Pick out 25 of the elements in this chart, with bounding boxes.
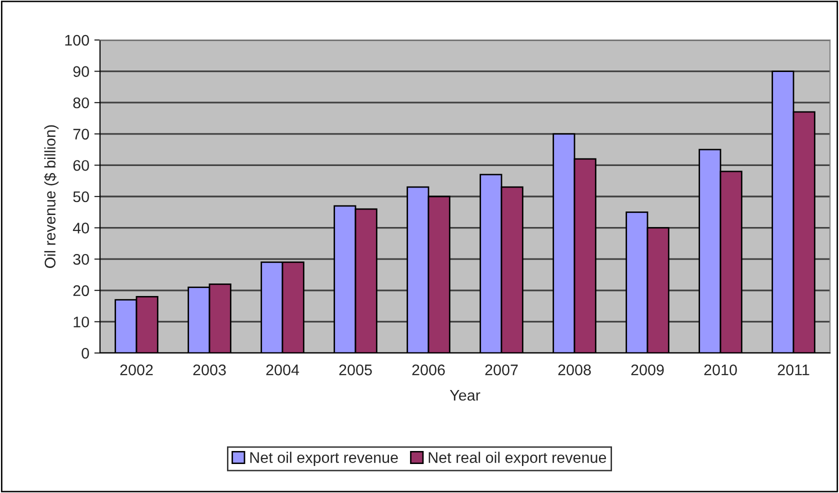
y-tick-label: 100 — [65, 34, 89, 46]
x-axis-title: Year — [450, 390, 480, 401]
x-tick-label: 2003 — [193, 364, 226, 376]
x-tick-label: 2008 — [558, 364, 591, 376]
y-tick-label: 40 — [72, 222, 89, 234]
y-tick-label: 0 — [82, 348, 89, 359]
y-tick-label: 20 — [73, 285, 89, 296]
x-tick-label: 2010 — [704, 364, 737, 376]
y-tick-label: 10 — [74, 316, 89, 328]
y-axis-title: Oil revenue ($ billion) — [44, 125, 59, 268]
x-tick-label: 2006 — [412, 364, 445, 376]
x-tick-label: 2011 — [778, 364, 810, 376]
y-tick-label: 80 — [73, 97, 89, 108]
y-tick-label: 70 — [73, 128, 89, 140]
x-tick-label: 2002 — [120, 364, 153, 376]
x-tick-label: 2004 — [266, 364, 300, 376]
x-tick-label: 2009 — [631, 364, 664, 376]
x-tick-label: 2007 — [485, 364, 518, 376]
legend-label: Net real oil export revenue — [428, 452, 606, 466]
y-tick-label: 50 — [73, 191, 89, 202]
legend-label: Net oil export revenue — [250, 452, 398, 466]
x-tick-label: 2005 — [339, 364, 372, 376]
y-tick-label: 30 — [73, 254, 89, 265]
y-tick-label: 90 — [73, 66, 89, 77]
y-tick-label: 60 — [73, 160, 89, 171]
